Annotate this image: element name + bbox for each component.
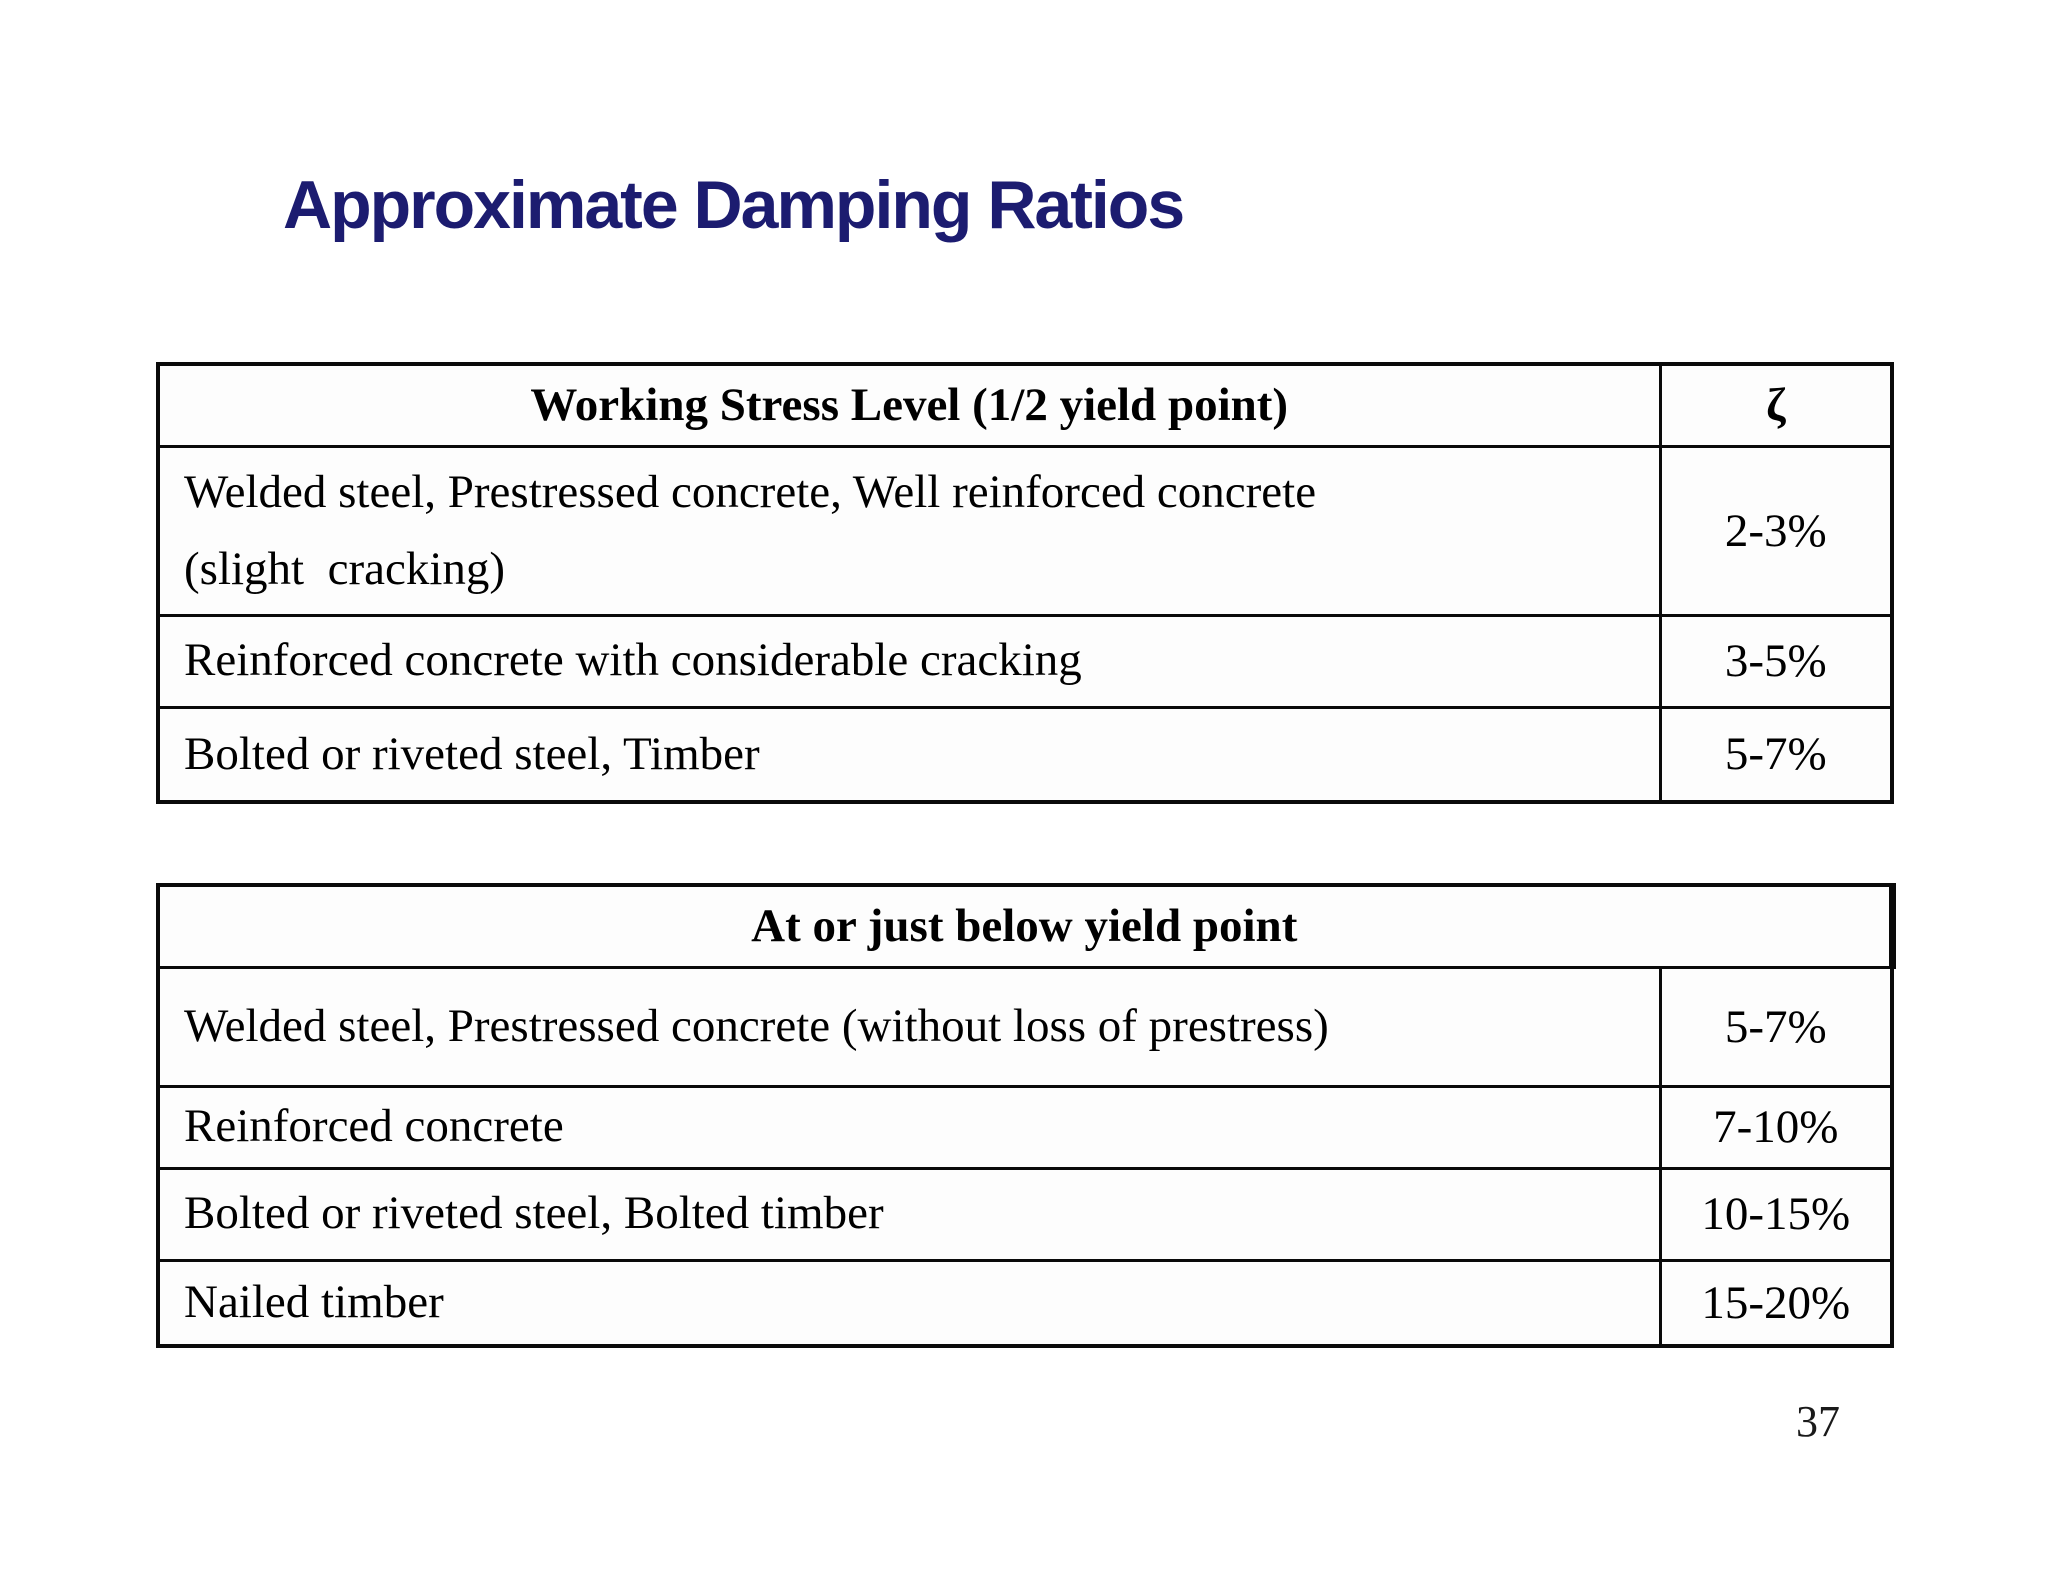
damping-value-cell: 3-5% — [1658, 613, 1894, 709]
damping-value-cell: 5-7% — [1658, 965, 1894, 1088]
material-cell: Reinforced concrete — [156, 1084, 1662, 1170]
page-title: Approximate Damping Ratios — [283, 167, 1185, 243]
yield-point-table: At or just below yield point Welded stee… — [156, 883, 1896, 1348]
damping-value-cell: 10-15% — [1658, 1166, 1894, 1262]
table-row: Bolted or riveted steel, Timber 5-7% — [156, 705, 1894, 804]
damping-value-cell: 5-7% — [1658, 705, 1894, 804]
table1-header-label: Working Stress Level (1/2 yield point) — [156, 362, 1662, 448]
material-cell: Bolted or riveted steel, Bolted timber — [156, 1166, 1662, 1262]
material-cell: Welded steel, Prestressed concrete (with… — [156, 965, 1662, 1088]
page-number: 37 — [1796, 1397, 1840, 1446]
material-cell: Reinforced concrete with considerable cr… — [156, 613, 1662, 709]
table-row: Reinforced concrete with considerable cr… — [156, 613, 1894, 709]
material-cell: Nailed timber — [156, 1258, 1662, 1348]
damping-value-cell: 2-3% — [1658, 444, 1894, 617]
table-row: Welded steel, Prestressed concrete (with… — [156, 965, 1894, 1088]
zeta-symbol-header: ζ — [1658, 362, 1894, 448]
table-row: Reinforced concrete 7-10% — [156, 1084, 1894, 1170]
table2-header-label: At or just below yield point — [156, 883, 1896, 969]
material-cell: Welded steel, Prestressed concrete, Well… — [156, 444, 1662, 617]
damping-value-cell: 7-10% — [1658, 1084, 1894, 1170]
table-header-row: Working Stress Level (1/2 yield point) ζ — [156, 362, 1894, 448]
table-row: Welded steel, Prestressed concrete, Well… — [156, 444, 1894, 617]
material-cell: Bolted or riveted steel, Timber — [156, 705, 1662, 804]
damping-value-cell: 15-20% — [1658, 1258, 1894, 1348]
table-row: Nailed timber 15-20% — [156, 1258, 1894, 1348]
table-row: Bolted or riveted steel, Bolted timber 1… — [156, 1166, 1894, 1262]
working-stress-table: Working Stress Level (1/2 yield point) ζ… — [156, 362, 1894, 804]
table-header-row: At or just below yield point — [156, 883, 1896, 969]
